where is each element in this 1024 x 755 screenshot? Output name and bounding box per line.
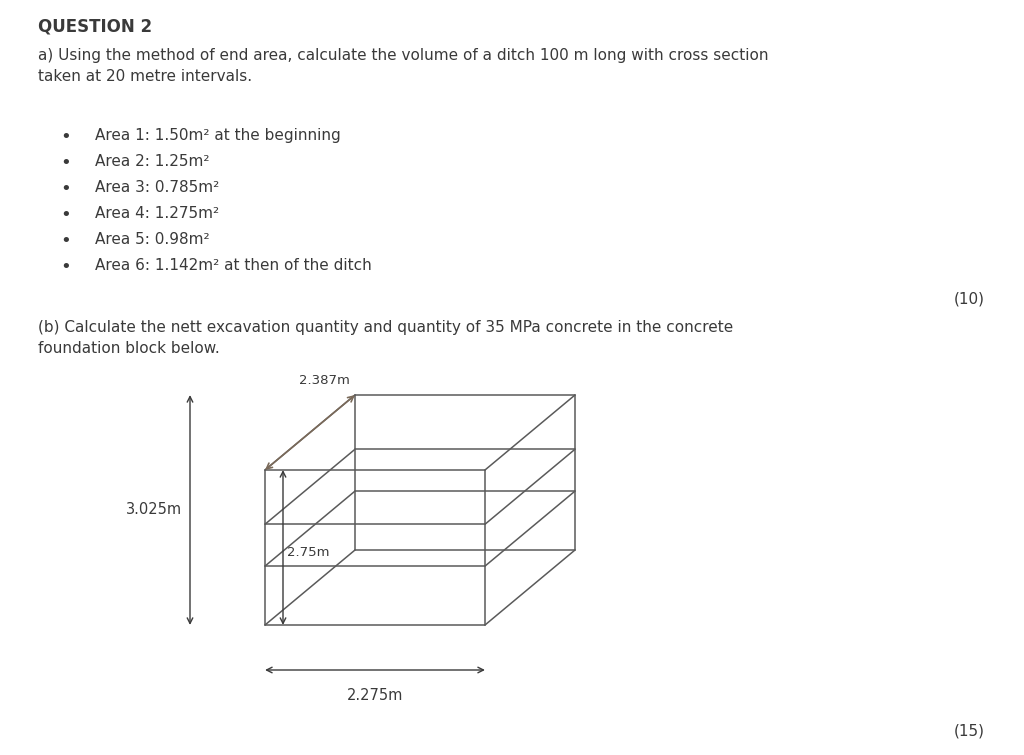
Text: •: • [60,258,71,276]
Text: Area 6: 1.142m² at then of the ditch: Area 6: 1.142m² at then of the ditch [95,258,372,273]
Text: Area 1: 1.50m² at the beginning: Area 1: 1.50m² at the beginning [95,128,341,143]
Text: Area 3: 0.785m²: Area 3: 0.785m² [95,180,219,195]
Text: •: • [60,180,71,198]
Text: 2.75m: 2.75m [287,546,330,559]
Text: •: • [60,128,71,146]
Text: (10): (10) [954,292,985,307]
Text: 2.275m: 2.275m [347,688,403,703]
Text: Area 4: 1.275m²: Area 4: 1.275m² [95,206,219,221]
Text: QUESTION 2: QUESTION 2 [38,18,153,36]
Text: a) Using the method of end area, calculate the volume of a ditch 100 m long with: a) Using the method of end area, calcula… [38,48,768,84]
Text: 2.387m: 2.387m [299,374,350,387]
Text: Area 2: 1.25m²: Area 2: 1.25m² [95,154,210,169]
Text: (b) Calculate the nett excavation quantity and quantity of 35 MPa concrete in th: (b) Calculate the nett excavation quanti… [38,320,733,356]
Text: •: • [60,206,71,224]
Text: •: • [60,154,71,172]
Text: •: • [60,232,71,250]
Text: 3.025m: 3.025m [126,503,182,517]
Text: (15): (15) [954,723,985,738]
Text: Area 5: 0.98m²: Area 5: 0.98m² [95,232,210,247]
